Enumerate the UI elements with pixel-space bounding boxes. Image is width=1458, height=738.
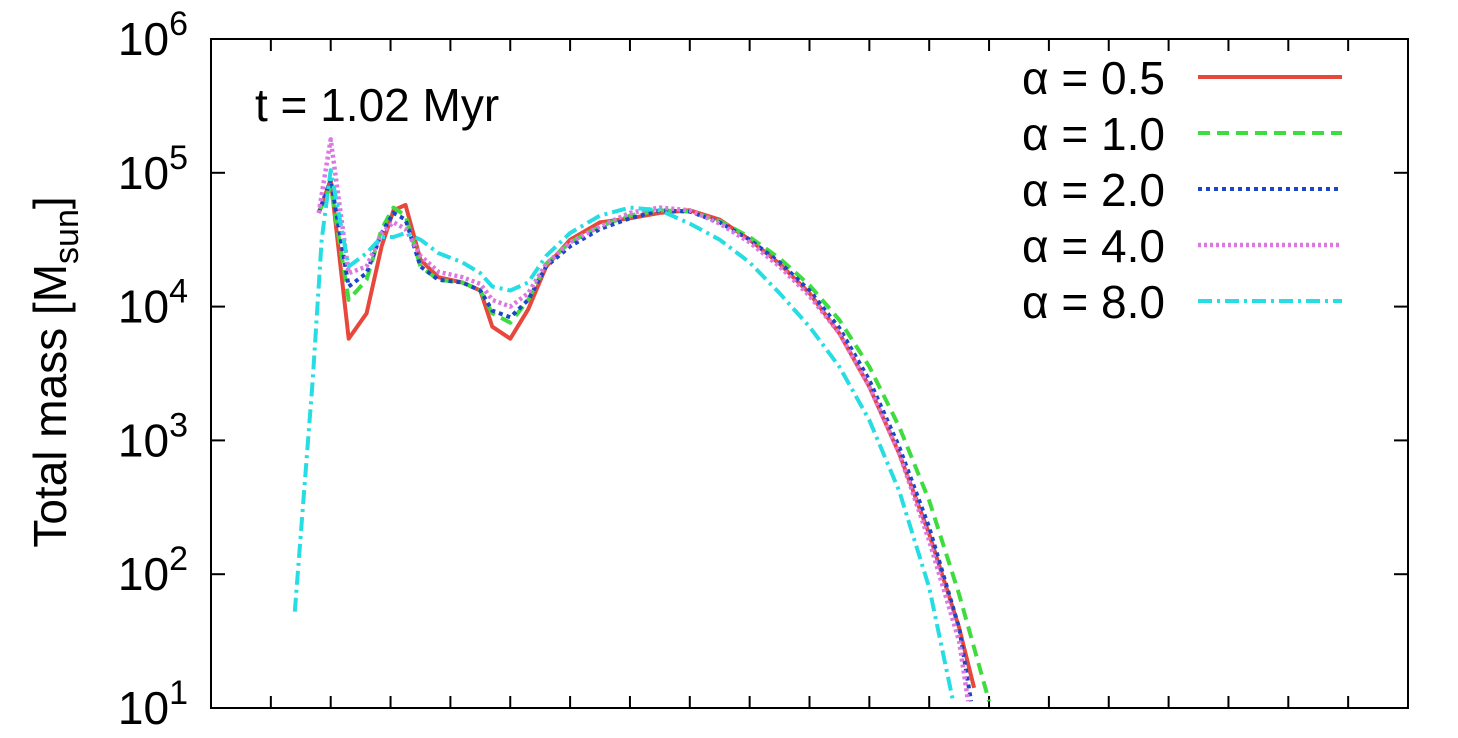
y-tick-label-0: 101 (118, 674, 188, 734)
legend-label-1: α = 1.0 (1022, 108, 1165, 160)
series-line-2 (316, 177, 974, 702)
legend-label-3: α = 4.0 (1022, 220, 1165, 272)
legend: α = 0.5α = 1.0α = 2.0α = 4.0α = 8.0 (1022, 52, 1342, 328)
y-tick-label-4: 105 (118, 139, 188, 199)
legend-label-0: α = 0.5 (1022, 52, 1165, 104)
legend-label-4: α = 8.0 (1022, 276, 1165, 328)
series-line-3 (316, 137, 971, 702)
legend-label-2: α = 2.0 (1022, 164, 1165, 216)
annotation-time: t = 1.02 Myr (255, 79, 499, 131)
y-axis-title: Total mass [Msun] (24, 196, 86, 547)
plot-frame (210, 38, 1409, 709)
series-layer (292, 137, 992, 702)
y-tick-label-2: 103 (118, 406, 188, 466)
y-tick-label-1: 102 (118, 540, 188, 600)
y-tick-label-5: 106 (118, 5, 188, 65)
y-tick-label-3: 104 (118, 273, 188, 333)
y-tick-labels: 101 102 103 104 105 106 (118, 5, 188, 734)
plot-area (211, 39, 1408, 708)
